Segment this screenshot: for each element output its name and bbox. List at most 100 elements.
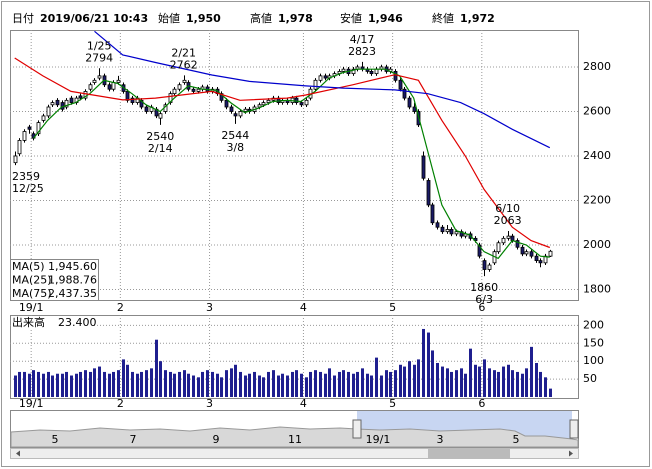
volume-bar [220,377,223,397]
candle-body [55,99,60,106]
volume-bar [140,371,143,397]
volume-bar [267,371,270,397]
volume-bar [511,370,514,397]
x-tick-label: 5 [389,397,396,410]
candle-body [454,231,459,235]
volume-bar [258,375,261,397]
candle-body [445,229,450,233]
navigator-handle-left[interactable] [352,419,362,439]
volume-bar [93,368,96,397]
candle-body [459,231,464,237]
candle-body [168,93,173,103]
candle-body [196,88,201,92]
volume-bar [272,370,275,397]
candle-body [92,79,97,83]
volume-bar [145,370,148,397]
annotation-value: 2794 [85,51,113,64]
candle-body [398,79,403,90]
volume-bar [422,328,425,397]
volume-bar [136,373,139,397]
volume-bar [103,371,106,397]
volume-bar [328,368,331,397]
candle-body [88,84,93,90]
navigator-area [10,426,579,448]
volume-bar [37,371,40,397]
volume-tick-label: 100 [583,354,604,367]
volume-bar [169,371,172,397]
navigator-label: 3 [437,433,444,446]
candle-body [144,106,149,112]
volume-bar [333,375,336,397]
candle-body [191,88,196,92]
volume-bar [516,371,519,397]
x-tick-label: 6 [478,397,485,410]
scrollbar-thumb[interactable] [428,449,510,458]
volume-bar [234,364,237,397]
volume-bar [431,350,434,397]
volume-bar [493,370,496,397]
volume-bar [150,368,153,397]
x-tick-label: 2 [117,301,124,314]
header-value: 2019/06/21 10:43 [40,12,148,25]
legend-name: MA(75) [12,287,52,300]
volume-bar [380,375,383,397]
candle-body [529,251,534,257]
legend-box [10,259,99,301]
candle-body [36,122,41,135]
volume-bar [305,377,308,397]
volume-bar [502,366,505,397]
candle-body [313,79,318,90]
volume-bar [295,370,298,397]
candle-body [506,235,511,239]
volume-bar [117,370,120,397]
volume-bar [408,361,411,397]
volume-bar [65,371,68,397]
candle-body [341,68,346,72]
y-tick-label: 2600 [583,104,611,117]
candle-body [64,99,69,108]
legend-value: 1,988.76 [48,274,97,287]
volume-bar [544,377,547,397]
candle-body [13,155,18,164]
header-label: 高値 [250,11,272,25]
ma-line [33,68,550,260]
volume-bar [530,346,533,397]
volume-bar [206,370,209,397]
navigator-label: 9 [213,433,220,446]
volume-bar [183,370,186,397]
volume-bar [47,371,50,397]
volume-bar [201,371,204,397]
candle-body [402,88,407,99]
scrollbar-track[interactable] [10,448,579,459]
candle-body [224,99,229,108]
candle-body [496,242,501,253]
volume-bar [84,370,87,397]
volume-bar [394,370,397,397]
volume-bar [225,370,228,397]
volume-bar [164,370,167,397]
header-label: 始値 [158,11,180,25]
volume-bar [417,359,420,397]
x-tick-label: 4 [300,301,307,314]
legend-value: 1,945.60 [48,260,97,273]
volume-bar [455,370,458,397]
candle-body [130,97,135,103]
candle-body [524,251,529,255]
candle-body [407,97,412,108]
volume-bar [291,371,294,397]
volume-bar [539,371,542,397]
volume-bar [286,375,289,397]
navigator-handle-right[interactable] [569,419,579,439]
volume-bar [469,348,472,397]
volume-bar [131,371,134,397]
candle-body [182,79,187,83]
header-value: 1,946 [368,12,403,25]
candle-body [46,106,51,117]
volume-bar [192,375,195,397]
y-tick-label: 1800 [583,283,611,296]
candle-body [111,82,116,90]
candle-body [177,84,182,90]
volume-bar [61,373,64,397]
candle-body [351,68,356,75]
x-tick-label: 3 [206,397,213,410]
